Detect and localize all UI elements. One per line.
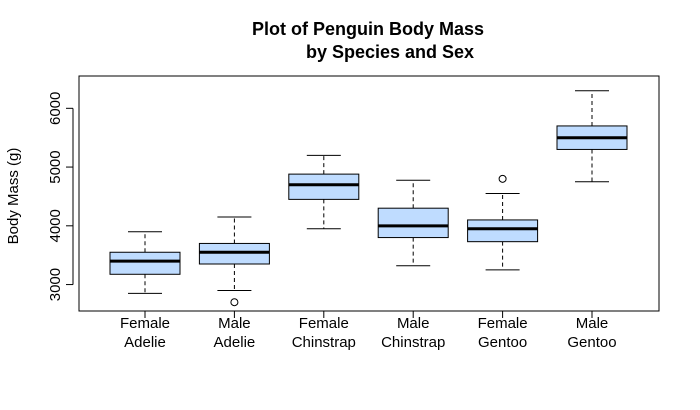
x-tick-label-line1: Male xyxy=(218,315,251,332)
y-tick-label: 4000 xyxy=(47,209,64,242)
x-tick-label-line1: Female xyxy=(299,315,349,332)
x-tick-label-line1: Female xyxy=(120,315,170,332)
chart-title-line1: Plot of Penguin Body Mass xyxy=(252,19,484,39)
box xyxy=(288,173,360,200)
box xyxy=(467,219,539,243)
y-axis-label: Body Mass (g) xyxy=(5,148,22,245)
box xyxy=(377,207,449,239)
y-tick-label: 5000 xyxy=(47,150,64,183)
x-tick-label-line2: Chinstrap xyxy=(381,334,445,351)
plot-frame xyxy=(78,75,660,312)
y-tick-label: 6000 xyxy=(47,92,64,125)
x-tick-label-line1: Male xyxy=(576,315,609,332)
x-tick-label-line2: Adelie xyxy=(124,334,166,351)
outlier-point xyxy=(230,298,239,307)
x-tick-label-line2: Gentoo xyxy=(478,334,527,351)
x-tick-label-line2: Chinstrap xyxy=(292,334,356,351)
box xyxy=(109,251,181,275)
x-tick-label-line2: Gentoo xyxy=(567,334,616,351)
chart-title-line2: by Species and Sex xyxy=(306,42,474,62)
x-tick-label-line2: Adelie xyxy=(214,334,256,351)
y-tick-label: 3000 xyxy=(47,268,64,301)
chart-marks: 3000 4000 5000 6000 Female Adelie Male Adelie Fe… xyxy=(47,90,628,351)
outlier-point xyxy=(498,174,507,183)
x-tick-label-line1: Female xyxy=(478,315,528,332)
x-tick-label-line1: Male xyxy=(397,315,430,332)
